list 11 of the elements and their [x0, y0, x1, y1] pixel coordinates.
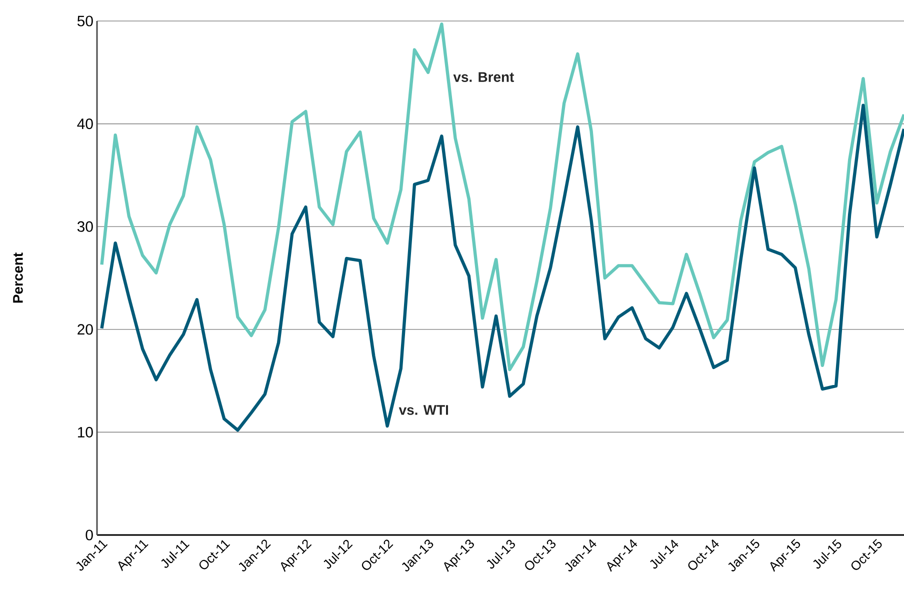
series-label: vs. Brent — [453, 72, 514, 82]
y-tick-label: 20 — [78, 324, 93, 335]
y-tick-label: 50 — [77, 16, 93, 26]
line-series — [100, 22, 904, 372]
series-label: vs. WTI — [398, 405, 448, 415]
y-tick-label: 0 — [86, 530, 93, 540]
y-tick-label: 30 — [77, 221, 93, 232]
line-series — [100, 104, 904, 432]
y-tick-label: 40 — [77, 118, 93, 130]
y-tick-label: 10 — [78, 426, 93, 438]
y-axis-title: Percent — [13, 252, 23, 303]
